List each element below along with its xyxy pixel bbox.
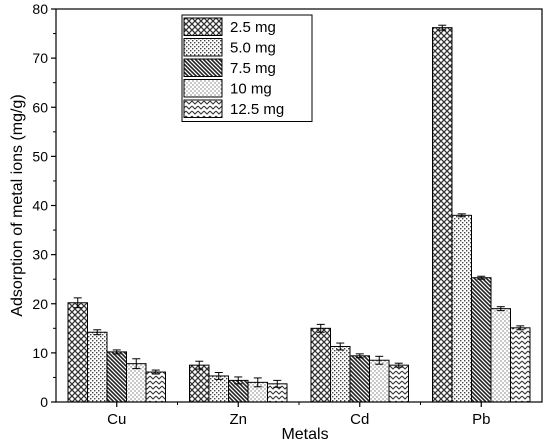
x-tick-label: Zn: [229, 411, 247, 428]
bar: [330, 345, 351, 403]
bar: [67, 302, 88, 403]
x-tick-label: Cd: [350, 411, 369, 428]
legend-swatch: [183, 58, 223, 77]
x-axis-ticks: Cu Zn Cd Pb: [107, 402, 490, 428]
legend: 2.5 mg 5.0 mg 7.5 mg 10 mg 12.5 mg: [181, 14, 313, 122]
y-tick-label: 50: [32, 148, 48, 164]
x-tick-label: Pb: [472, 411, 490, 428]
bar: [126, 363, 147, 403]
y-tick-label: 10: [32, 345, 48, 361]
bar: [510, 327, 531, 403]
y-axis-ticks: 0 10 20 30 40 50 60 70 80: [32, 1, 56, 410]
bars: [67, 24, 531, 403]
legend-swatch: [183, 99, 223, 118]
bar: [471, 277, 492, 403]
bar: [310, 327, 331, 403]
y-tick-label: 40: [32, 198, 48, 214]
bar: [451, 214, 472, 403]
legend-swatch: [183, 79, 223, 98]
legend-swatch: [183, 17, 223, 36]
legend-label: 5.0 mg: [230, 40, 276, 57]
y-tick-label: 60: [32, 99, 48, 115]
legend-label: 7.5 mg: [230, 60, 276, 77]
y-tick-label: 30: [32, 247, 48, 263]
x-axis-label: Metals: [281, 426, 328, 443]
bar: [189, 364, 210, 403]
bar: [388, 364, 409, 403]
legend-label: 12.5 mg: [230, 101, 284, 118]
bar: [87, 331, 108, 403]
bar: [349, 355, 370, 403]
legend-swatch: [183, 38, 223, 57]
y-tick-label: 0: [40, 394, 48, 410]
bar: [106, 351, 127, 403]
x-tick-label: Cu: [107, 411, 126, 428]
bar: [369, 359, 390, 403]
y-tick-label: 70: [32, 50, 48, 66]
y-tick-label: 80: [32, 1, 48, 17]
bar: [145, 371, 166, 403]
legend-label: 10 mg: [230, 81, 272, 98]
bar: [490, 308, 511, 403]
plot-frame: [55, 8, 543, 403]
legend-label: 2.5 mg: [230, 19, 276, 36]
bar: [432, 27, 453, 403]
y-axis-label: Adsorption of metal ions (mg/g): [9, 94, 26, 316]
y-tick-label: 20: [32, 296, 48, 312]
